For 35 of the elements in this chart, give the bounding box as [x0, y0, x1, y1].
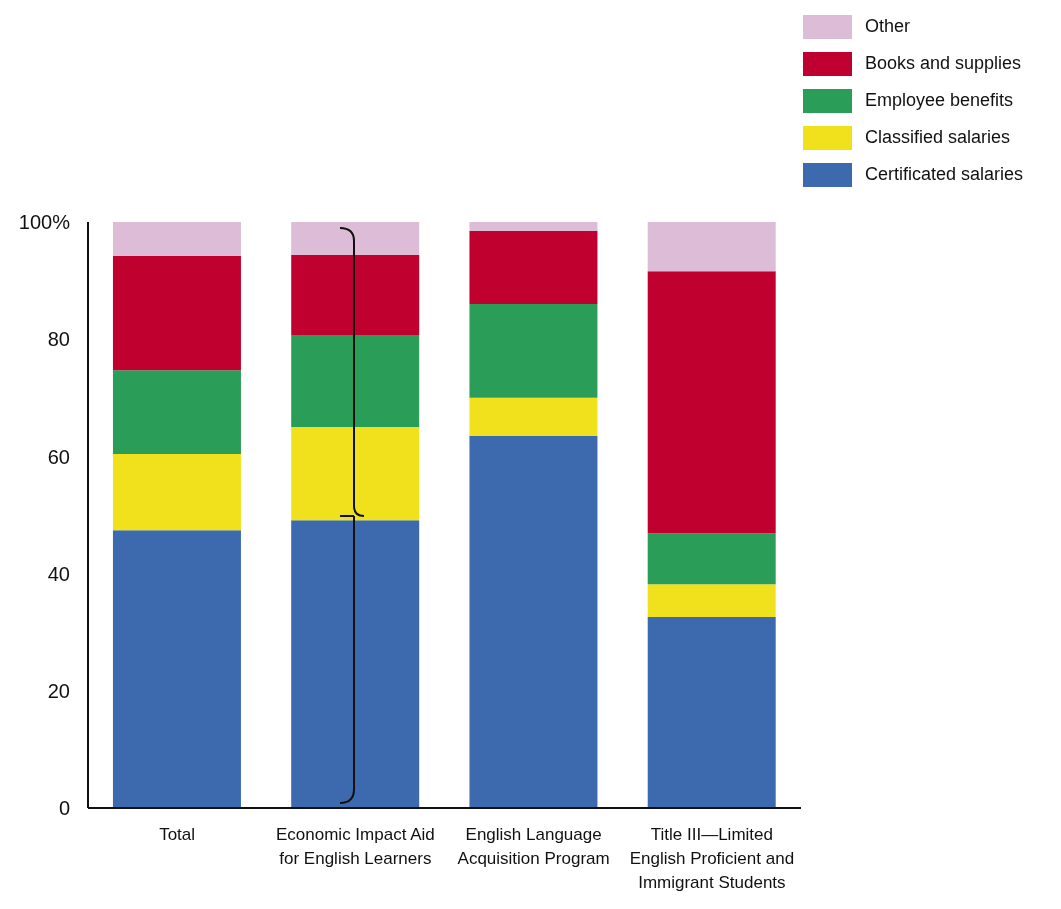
y-tick-label: 100%	[18, 211, 71, 234]
legend-label: Other	[865, 16, 911, 37]
y-tick-label: 40	[47, 562, 70, 585]
bar	[647, 222, 776, 272]
legend-label: Books and supplies	[865, 53, 1022, 74]
bar	[112, 530, 241, 808]
bar	[647, 616, 776, 808]
y-tick-label: 60	[47, 445, 70, 468]
bar	[112, 222, 241, 256]
y-tick-label: 20	[47, 679, 70, 702]
x-tick-label: Economic Impact Aid for English Learners	[276, 825, 435, 868]
bar	[469, 397, 598, 436]
bar	[291, 222, 420, 255]
x-tick-label: Title III—Limited English Proficient and Immigrant Students	[629, 825, 795, 892]
bar	[469, 435, 598, 808]
legend-label: Classified salaries	[865, 127, 1011, 148]
x-tick-label: English Language Acquisition Program	[457, 825, 610, 868]
bar	[647, 533, 776, 585]
bar	[112, 370, 241, 455]
legend-label: Certificated salaries	[865, 164, 1024, 185]
y-tick-label: 0	[58, 797, 70, 820]
y-tick-label: 80	[47, 328, 70, 351]
bar	[112, 454, 241, 531]
bar	[469, 222, 598, 231]
bar	[112, 255, 241, 371]
legend-label: Employee benefits	[865, 90, 1014, 111]
bar	[647, 584, 776, 617]
bar	[469, 230, 598, 305]
bar	[469, 304, 598, 398]
bar	[291, 427, 420, 521]
bar	[291, 254, 420, 336]
x-tick-label: Total	[159, 825, 196, 844]
bar	[647, 271, 776, 534]
bar	[291, 335, 420, 428]
bar	[291, 520, 420, 808]
